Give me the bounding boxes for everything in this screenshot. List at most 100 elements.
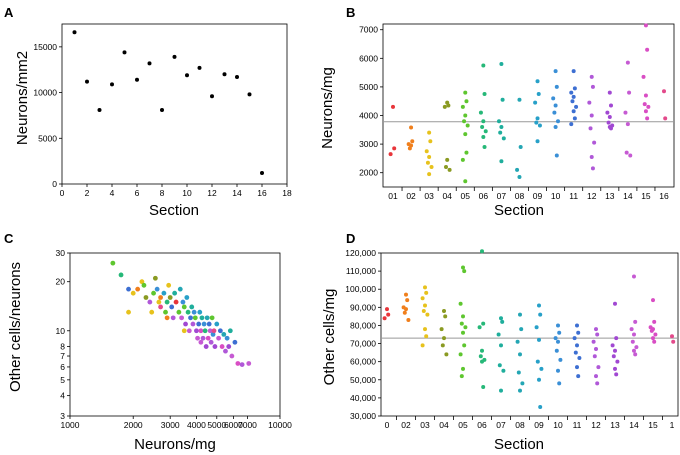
panel-c-point (219, 344, 225, 349)
panel-d-point (613, 301, 617, 306)
panel-d-y-tick-label: 60,000 (350, 357, 376, 367)
panel-c-point (152, 275, 158, 281)
panel-d-x-tick-label: 07 (496, 420, 506, 430)
panel-c-point (194, 328, 199, 334)
panel-label-b: B (346, 5, 355, 20)
panel-b-point (645, 116, 650, 121)
panel-b-ylabel: Neurons/mg (319, 67, 336, 149)
panel-c-point (232, 339, 238, 345)
panel-b-point (590, 166, 595, 171)
panel-d-other-cells-per-mg: Section Other cells/mg 30,000 40,000 50,00… (321, 248, 679, 453)
panel-c-point (206, 321, 212, 327)
panel-d-point (480, 359, 484, 364)
panel-a-point (260, 171, 264, 176)
panel-c-point (202, 328, 208, 334)
panel-c-point (204, 315, 210, 321)
panel-b-point (556, 119, 560, 124)
panel-d-point (614, 336, 619, 341)
panel-b-point (463, 132, 468, 137)
panel-a-y-tick-label: 0 (52, 179, 57, 189)
panel-d-point (423, 303, 427, 308)
panel-c-point (158, 304, 163, 310)
panel-label-d: D (346, 231, 355, 246)
panel-c-point (180, 299, 186, 305)
panel-d-point (496, 332, 501, 337)
panel-b-point (570, 99, 575, 104)
panel-b-point (605, 110, 610, 115)
panel-d-point (462, 269, 467, 274)
panel-a-y-tick-label: 15000 (33, 42, 57, 52)
panel-b-point (609, 126, 613, 131)
panel-a-x-tick-label: 0 (60, 188, 65, 198)
panel-d-point (632, 332, 636, 337)
panel-c-point (189, 304, 195, 310)
panel-d-x-tick-label: 04 (439, 420, 449, 430)
panel-d-point (670, 334, 674, 339)
panel-b-point (446, 103, 451, 108)
panel-d-point (500, 319, 505, 324)
panel-d-point (557, 330, 562, 335)
panel-c-point (181, 304, 187, 310)
panel-d-point (538, 312, 543, 317)
panel-d-point (594, 374, 598, 379)
panel-c-point (184, 295, 190, 300)
panel-d-point (651, 336, 655, 341)
panel-c-point (166, 282, 172, 288)
panel-b-point (627, 90, 632, 95)
panel-b-point (517, 174, 522, 179)
panel-b-point (552, 110, 557, 115)
panel-d-x-tick-label: 09 (534, 420, 544, 430)
panel-d-point (519, 327, 524, 332)
panel-d-point (385, 307, 389, 312)
panel-d-point (553, 336, 558, 341)
panel-d-point (594, 346, 598, 351)
panel-d-point (440, 343, 445, 348)
panel-c-point (210, 332, 216, 337)
panel-b-point (536, 92, 541, 97)
panel-d-point (649, 328, 654, 333)
panel-b-point (607, 114, 612, 119)
panel-d-point (442, 308, 446, 313)
panel-d-x-tick-label: 08 (515, 420, 525, 430)
panel-c-point (151, 290, 156, 296)
panel-c-point (196, 321, 202, 327)
panel-d-point (535, 359, 540, 364)
panel-a-neurons-per-mm2: Section Neurons/mm2 0 2 4 6 8 10 12 14 16 18 0 5000… (14, 23, 292, 219)
panel-b-point (483, 129, 488, 134)
panel-c-point (170, 315, 176, 321)
panel-c-point (164, 315, 170, 321)
panel-d-point (423, 285, 427, 290)
panel-b-point (625, 122, 630, 127)
panel-d-point (671, 339, 676, 344)
panel-b-point (662, 89, 666, 94)
panel-b-point (497, 119, 501, 124)
panel-c-point (126, 309, 131, 315)
panel-d-point (634, 345, 639, 350)
panel-b-point (444, 164, 448, 169)
panel-d-y-tick-label: 50,000 (350, 375, 376, 385)
panel-d-point (610, 343, 615, 348)
panel-b-point (428, 139, 433, 144)
panel-b-point (535, 116, 540, 121)
panel-d-point (382, 316, 387, 321)
panel-d-point (520, 381, 525, 386)
panel-b-point (464, 99, 469, 104)
panel-b-point (554, 153, 559, 158)
panel-c-point (188, 315, 193, 321)
panel-b-point (517, 97, 522, 102)
panel-b-point (574, 104, 579, 109)
panel-b-x-tick-label: 05 (461, 191, 471, 201)
panel-c-point (211, 328, 217, 334)
panel-d-point (499, 316, 503, 321)
panel-b-point (571, 109, 576, 114)
panel-b-point (571, 69, 576, 74)
panel-d-point (558, 357, 563, 362)
panel-b-point (481, 134, 486, 139)
panel-d-point (463, 325, 468, 330)
panel-d-point (572, 336, 577, 341)
panel-b-point (482, 92, 487, 97)
panel-b-x-tick-label: 10 (551, 191, 561, 201)
panel-d-point (595, 332, 600, 337)
panel-d-x-tick-label: 0 (385, 420, 390, 430)
panel-b-x-tick-label: 12 (587, 191, 597, 201)
